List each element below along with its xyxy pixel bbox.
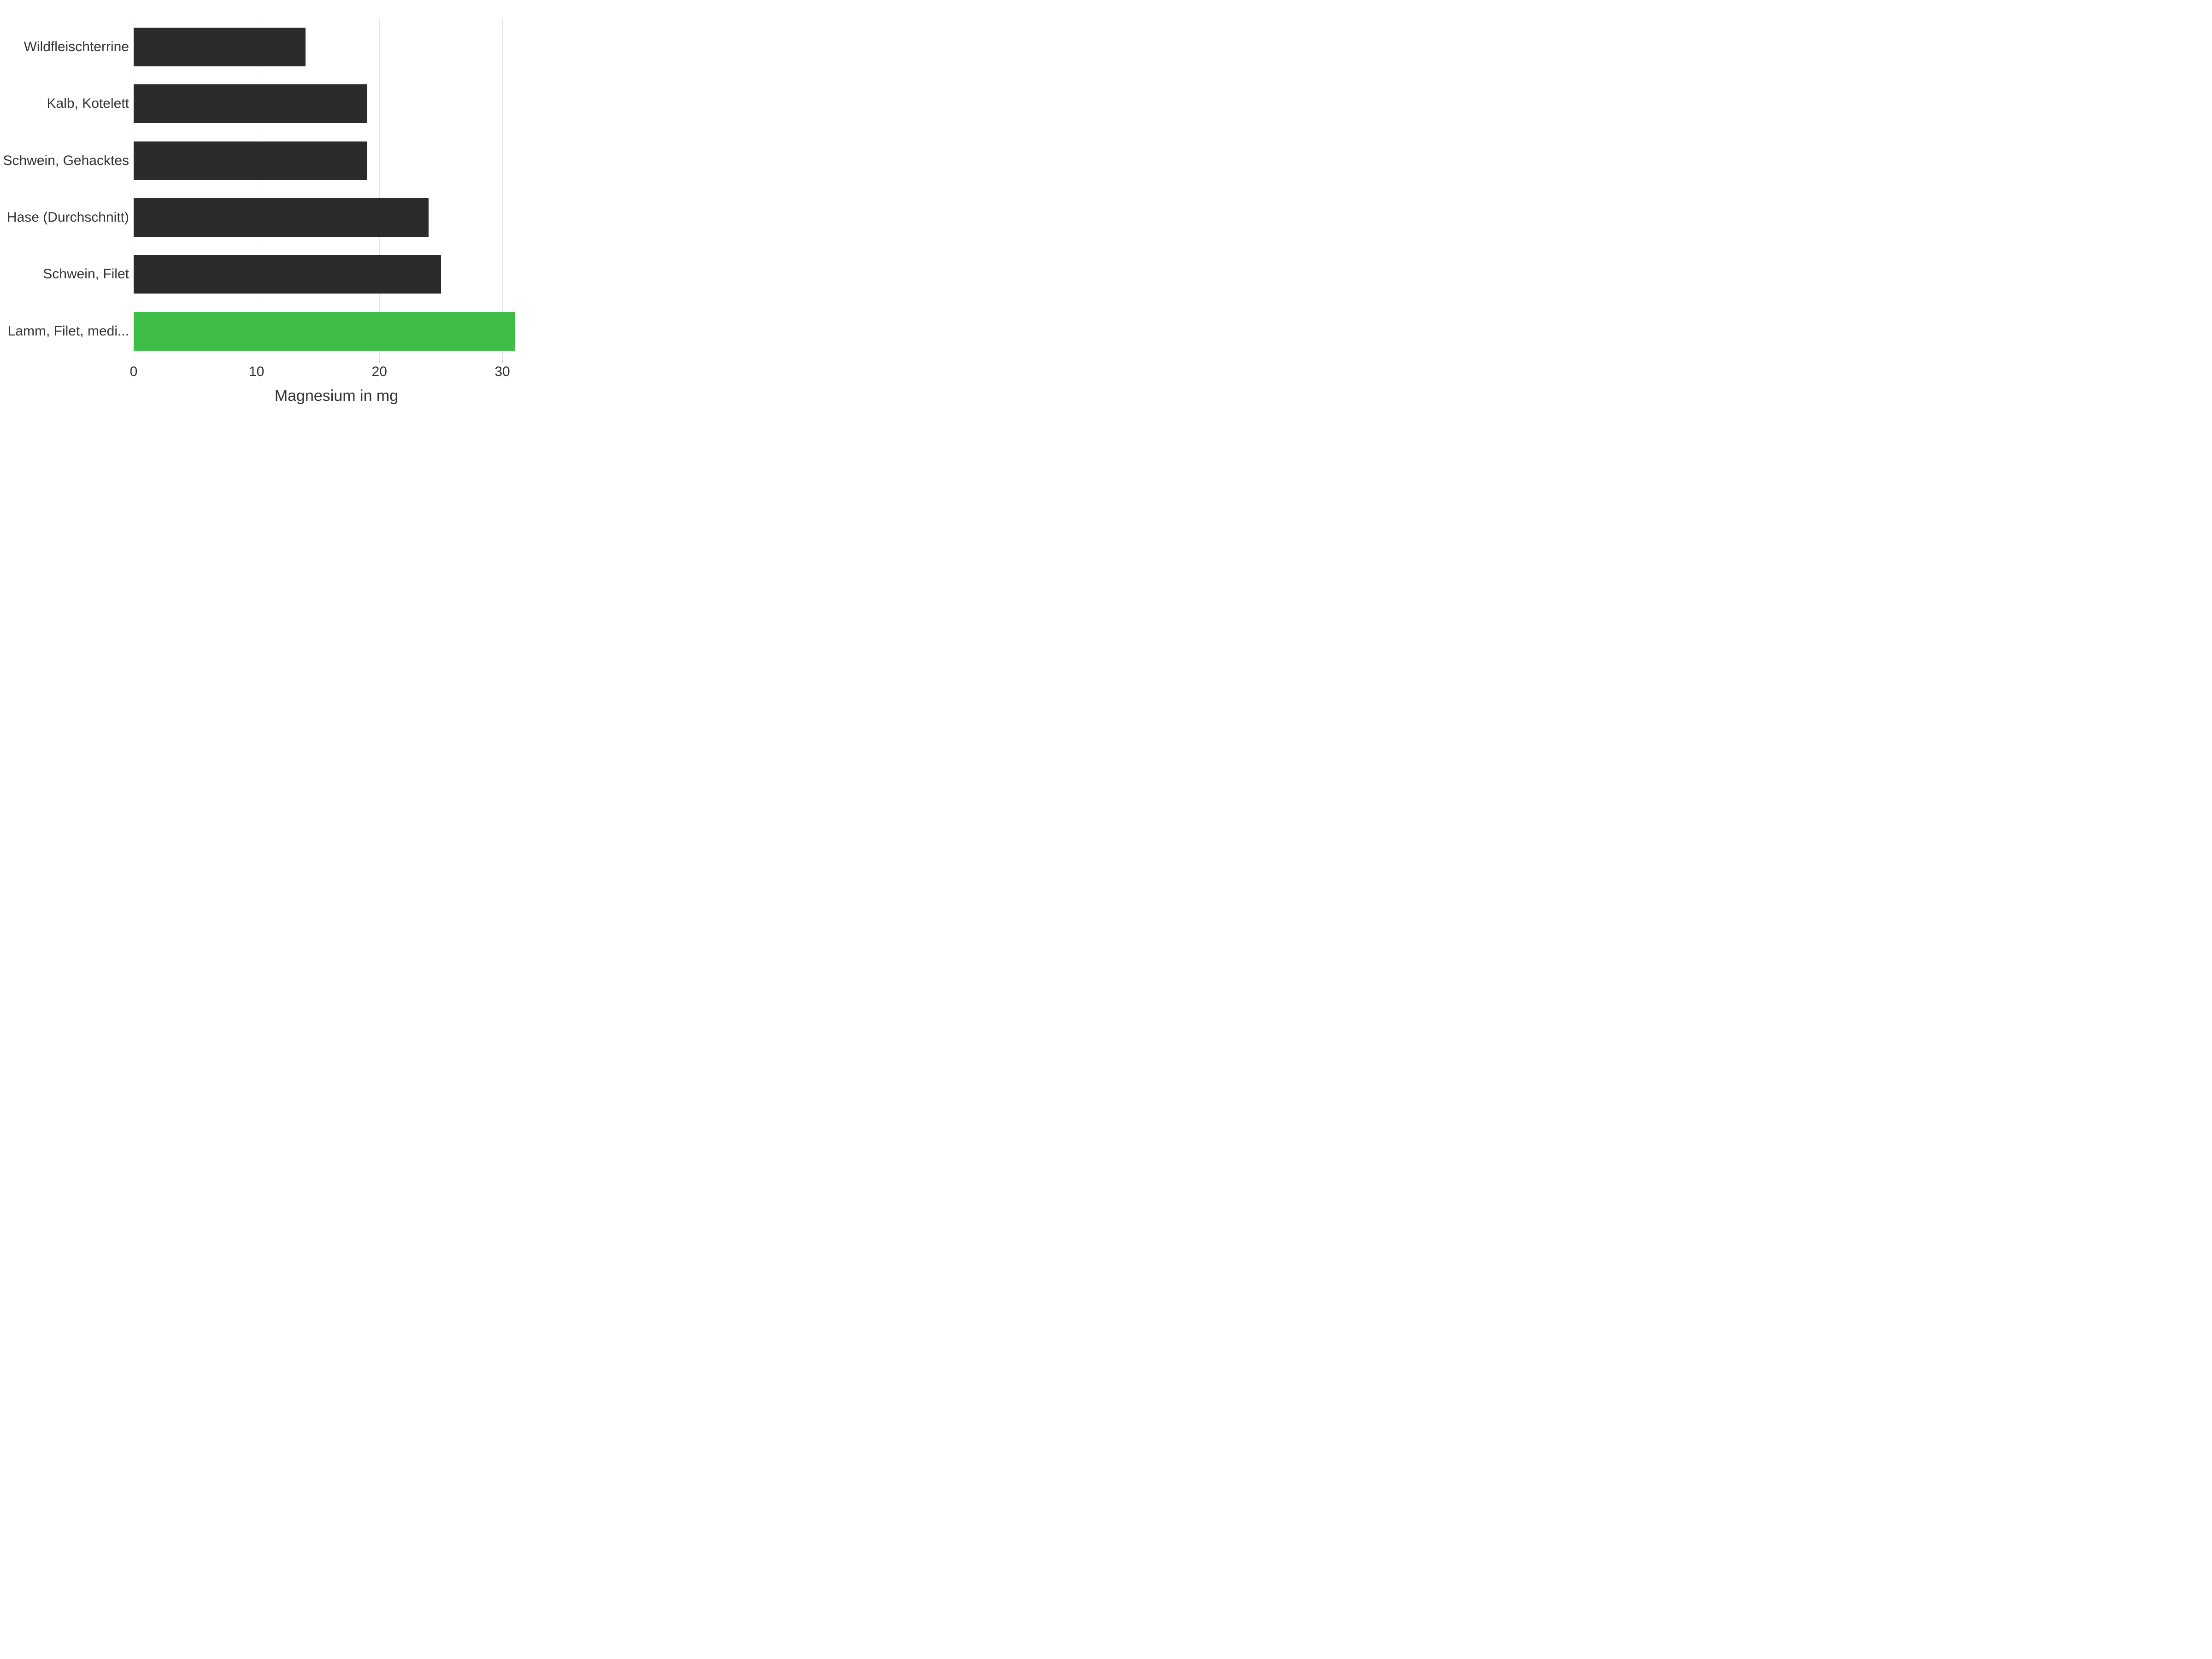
bar-kalb-kotelett: [134, 84, 367, 123]
y-label: Schwein, Gehacktes: [3, 141, 129, 180]
x-tick-label: 0: [130, 364, 138, 380]
bar-lamm-filet: [134, 312, 515, 351]
bar-hase-durchschnitt: [134, 198, 429, 237]
y-label: Lamm, Filet, medi...: [8, 312, 129, 351]
x-axis-title: Magnesium in mg: [134, 387, 539, 405]
x-tick-label: 30: [494, 364, 510, 380]
y-label: Hase (Durchschnitt): [7, 198, 129, 237]
gridline: [379, 18, 380, 359]
x-tick-mark: [502, 359, 503, 363]
chart-container: Wildfleischterrine Kalb, Kotelett Schwei…: [0, 18, 553, 433]
x-tick-label: 10: [249, 364, 264, 380]
x-tick-mark: [379, 359, 380, 363]
bar-wildfleischterrine: [134, 28, 306, 66]
y-label: Schwein, Filet: [43, 255, 129, 294]
y-label: Kalb, Kotelett: [47, 84, 129, 123]
gridline: [502, 18, 503, 359]
x-tick-label: 20: [372, 364, 387, 380]
bar-schwein-gehacktes: [134, 141, 367, 180]
bar-schwein-filet: [134, 255, 441, 294]
y-label: Wildfleischterrine: [24, 28, 129, 66]
plot-area: [134, 18, 539, 359]
